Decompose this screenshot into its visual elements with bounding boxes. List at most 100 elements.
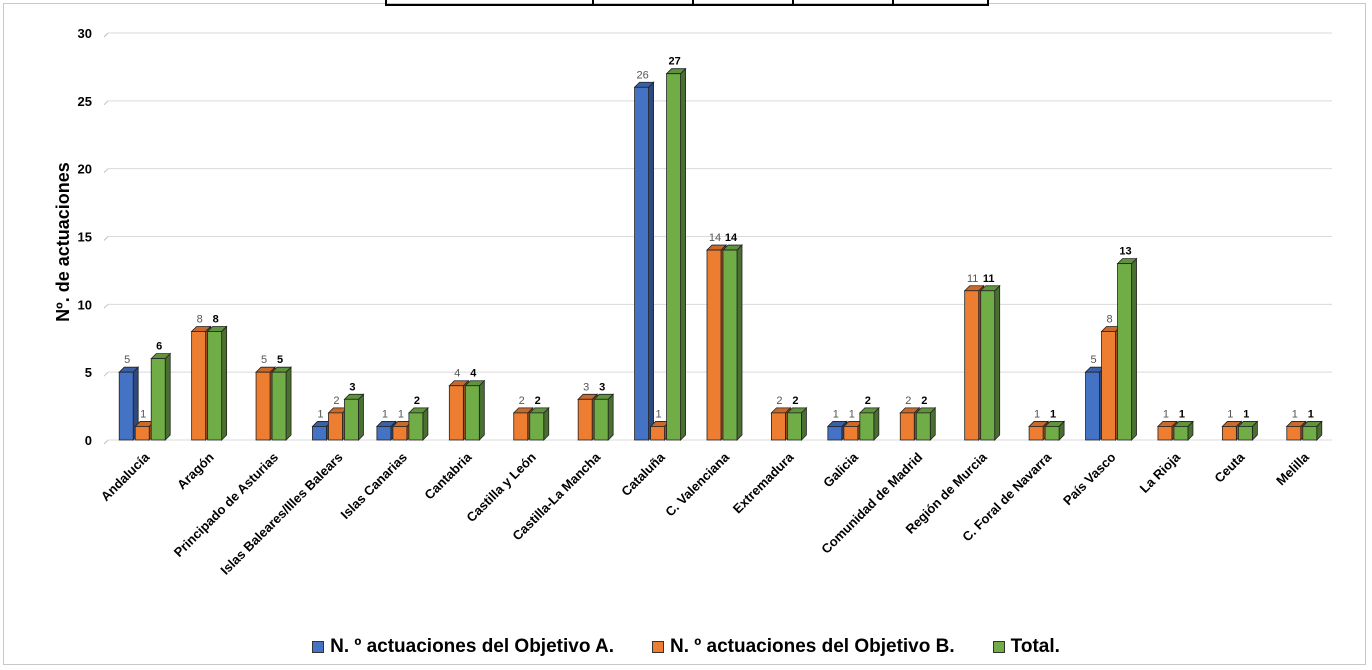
data-label-1-11: 1 bbox=[849, 408, 855, 420]
grid-diag-5 bbox=[103, 371, 109, 377]
bar-2-4 bbox=[407, 406, 429, 441]
y-tick-25: 25 bbox=[78, 94, 92, 109]
data-label-2-4: 2 bbox=[414, 395, 420, 407]
data-label-1-6: 2 bbox=[519, 395, 525, 407]
data-label-2-5: 4 bbox=[470, 368, 477, 380]
data-label-2-9: 14 bbox=[725, 232, 738, 244]
data-label-2-17: 1 bbox=[1243, 408, 1249, 420]
bar-2-5 bbox=[464, 379, 486, 441]
bar-2-6 bbox=[528, 406, 550, 441]
y-axis-label: Nº. de actuaciones bbox=[53, 162, 73, 322]
legend-swatch-objetivo-b bbox=[652, 641, 665, 653]
y-tick-5: 5 bbox=[85, 365, 92, 380]
bar-2-13 bbox=[979, 284, 1001, 441]
bar-0-8 bbox=[633, 81, 655, 441]
category-label-0: Andalucía bbox=[98, 449, 153, 504]
y-axis-ticks: 0 5 10 15 20 25 30 bbox=[78, 26, 92, 448]
cropped-table-border bbox=[385, 0, 989, 6]
category-label-11: Galicia bbox=[820, 449, 861, 490]
data-label-0-0: 5 bbox=[124, 354, 130, 366]
bar-2-18 bbox=[1301, 420, 1323, 441]
y-tick-0: 0 bbox=[85, 433, 92, 448]
data-label-1-10: 2 bbox=[776, 395, 782, 407]
bar-2-7 bbox=[593, 393, 615, 441]
data-label-2-8: 27 bbox=[668, 56, 680, 68]
data-label-2-3: 3 bbox=[349, 381, 355, 393]
legend-label-total: Total. bbox=[1010, 636, 1060, 657]
grid-diag-15 bbox=[103, 236, 109, 241]
bar-2-3 bbox=[343, 393, 365, 441]
legend-swatch-total bbox=[992, 641, 1005, 653]
data-label-2-0: 6 bbox=[156, 341, 162, 353]
bar-2-1 bbox=[206, 325, 228, 441]
grid-diag-25 bbox=[103, 100, 109, 106]
category-label-15: País Vasco bbox=[1060, 449, 1119, 508]
data-label-1-13: 11 bbox=[967, 273, 978, 285]
data-label-0-3: 1 bbox=[317, 408, 323, 420]
legend-label-objetivo-a: N. º actuaciones del Objetivo A. bbox=[330, 636, 615, 657]
data-label-1-8: 1 bbox=[656, 408, 662, 420]
category-label-8: Cataluña bbox=[618, 449, 668, 499]
legend-label-objetivo-b: N. º actuaciones del Objetivo B. bbox=[670, 636, 955, 657]
bars bbox=[118, 67, 1323, 441]
legend-item-objetivo-a: N. º actuaciones del Objetivo A. bbox=[312, 636, 614, 658]
data-label-2-12: 2 bbox=[921, 395, 927, 407]
bar-2-2 bbox=[271, 366, 293, 441]
y-tick-20: 20 bbox=[78, 162, 92, 177]
bar-2-9 bbox=[722, 244, 743, 441]
data-label-2-2: 5 bbox=[277, 354, 283, 366]
category-label-1: Aragón bbox=[174, 449, 217, 492]
data-label-1-5: 4 bbox=[454, 368, 460, 380]
data-label-2-10: 2 bbox=[792, 395, 798, 407]
data-label-0-15: 5 bbox=[1090, 354, 1096, 366]
data-label-2-7: 3 bbox=[599, 381, 605, 393]
legend-swatch-objetivo-a bbox=[312, 641, 325, 653]
data-label-2-14: 1 bbox=[1050, 408, 1056, 420]
bar-2-17 bbox=[1237, 420, 1259, 441]
bar-2-0 bbox=[150, 352, 172, 441]
grid-diag-30 bbox=[103, 32, 109, 38]
data-label-2-6: 2 bbox=[535, 395, 541, 407]
y-tick-10: 10 bbox=[78, 297, 92, 312]
category-label-3: Islas Baleares/Illes Balears bbox=[217, 450, 345, 578]
data-label-1-3: 2 bbox=[333, 395, 339, 407]
category-label-17: Ceuta bbox=[1211, 449, 1248, 486]
data-label-0-8: 26 bbox=[636, 69, 648, 81]
category-label-2: Principado de Asturias bbox=[171, 450, 281, 560]
bar-2-12 bbox=[915, 406, 937, 441]
category-label-4: Islas Canarias bbox=[338, 450, 410, 522]
legend: N. º actuaciones del Objetivo A. N. º ac… bbox=[0, 630, 1372, 664]
data-label-1-17: 1 bbox=[1227, 408, 1233, 420]
category-label-9: C. Valenciana bbox=[662, 449, 732, 519]
grid-diag-0 bbox=[103, 439, 109, 445]
bar-2-14 bbox=[1044, 420, 1066, 441]
bar-2-16 bbox=[1172, 420, 1194, 441]
legend-item-objetivo-b: N. º actuaciones del Objetivo B. bbox=[652, 636, 955, 658]
data-label-1-0: 1 bbox=[140, 408, 146, 420]
data-label-1-16: 1 bbox=[1163, 408, 1169, 420]
data-label-1-7: 3 bbox=[583, 381, 589, 393]
data-label-1-1: 8 bbox=[197, 313, 203, 325]
data-label-1-4: 1 bbox=[398, 408, 404, 420]
data-label-1-18: 1 bbox=[1292, 408, 1298, 420]
y-tick-15: 15 bbox=[78, 230, 92, 245]
data-label-2-1: 8 bbox=[213, 313, 219, 325]
y-tick-30: 30 bbox=[78, 26, 92, 41]
data-label-1-14: 1 bbox=[1034, 408, 1040, 420]
data-label-2-16: 1 bbox=[1179, 408, 1185, 420]
data-label-1-12: 2 bbox=[905, 395, 911, 407]
bar-2-8 bbox=[665, 67, 687, 441]
data-label-0-4: 1 bbox=[382, 408, 388, 420]
grid-diag-20 bbox=[103, 168, 109, 174]
bar-2-10 bbox=[786, 406, 808, 441]
data-label-2-18: 1 bbox=[1308, 408, 1314, 420]
category-label-16: La Rioja bbox=[1137, 449, 1184, 496]
grid-diag-10 bbox=[103, 303, 109, 309]
data-label-1-9: 14 bbox=[709, 232, 721, 244]
bar-2-11 bbox=[858, 406, 880, 441]
bar-1-17 bbox=[1221, 420, 1243, 441]
data-label-0-11: 1 bbox=[833, 408, 839, 420]
category-label-10: Extremadura bbox=[730, 449, 797, 516]
